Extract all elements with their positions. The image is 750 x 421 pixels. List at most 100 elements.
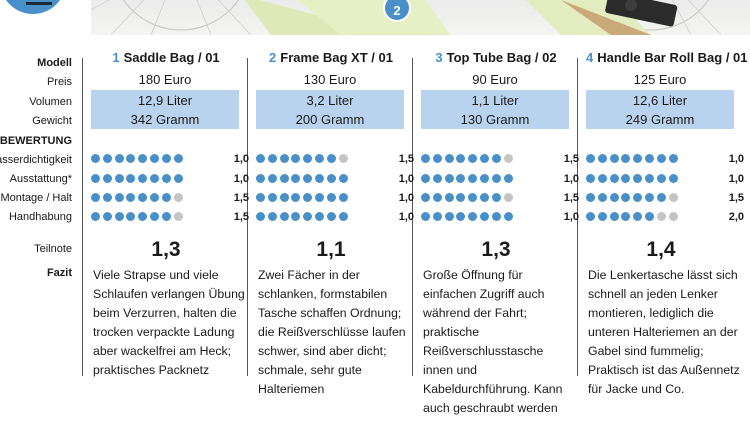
- rating-dot: [91, 154, 100, 163]
- label-montage: Montage / Halt: [0, 192, 72, 204]
- product-number: 3: [435, 50, 443, 65]
- rating-dot: [315, 174, 324, 183]
- rating-dot: [609, 154, 619, 163]
- rating-dot: [303, 193, 313, 202]
- rating-dot: [503, 154, 513, 163]
- rating-dot: [491, 174, 501, 183]
- rating-dot: [597, 193, 607, 202]
- rating-score: 1,0: [563, 211, 579, 223]
- rating-dot: [126, 212, 136, 221]
- rating-dot: [597, 174, 607, 183]
- product-title: Saddle Bag / 01: [123, 50, 220, 65]
- column-divider: [577, 58, 578, 376]
- rating-dot: [480, 193, 489, 202]
- rating-dot: [468, 212, 478, 221]
- rating-dot: [91, 174, 100, 183]
- rating-dot: [668, 193, 678, 202]
- rating-dot: [503, 212, 513, 221]
- rating-dot: [267, 212, 277, 221]
- rating-dot: [161, 154, 171, 163]
- column-divider: [412, 58, 413, 376]
- rating-dot: [267, 174, 277, 183]
- teilnote-value: 1,3: [481, 238, 511, 261]
- rating-dot: [597, 212, 607, 221]
- rating-dot: [114, 212, 124, 221]
- rating-dot: [586, 193, 595, 202]
- label-fazit: Fazit: [46, 267, 72, 279]
- rating-dot: [609, 193, 619, 202]
- price: 180 Euro: [138, 72, 192, 87]
- rating-dot: [161, 193, 171, 202]
- label-gewicht: Gewicht: [32, 115, 72, 127]
- rating-dot: [303, 212, 313, 221]
- rating-dot: [668, 212, 678, 221]
- rating-dot: [161, 212, 171, 221]
- rating-dot: [303, 154, 313, 163]
- rating-dot: [656, 212, 666, 221]
- rating-dot: [491, 193, 501, 202]
- rating-dot: [633, 193, 643, 202]
- label-bewertung: BEWERTUNG: [0, 135, 72, 147]
- rating-dot: [656, 174, 666, 183]
- rating-score: 1,0: [728, 153, 744, 165]
- rating-dot: [656, 193, 666, 202]
- product-photo: [91, 0, 750, 35]
- rating-dot: [444, 193, 454, 202]
- rating-score: 1,0: [398, 173, 414, 185]
- rating-dot: [150, 193, 159, 202]
- rating-dot: [279, 212, 289, 221]
- product-number: 4: [586, 50, 594, 65]
- rating-dot: [338, 154, 348, 163]
- rating-dot: [503, 193, 513, 202]
- rating-dot: [256, 174, 265, 183]
- rating-dot: [597, 154, 607, 163]
- rating-dot: [256, 154, 265, 163]
- fazit-text: Zwei Fächer in der schlanken, formstabil…: [258, 268, 406, 396]
- rating-dot: [291, 193, 301, 202]
- rating-dot: [138, 154, 148, 163]
- rating-dot: [150, 174, 159, 183]
- rating-dot: [456, 193, 466, 202]
- rating-score: 1,0: [398, 211, 414, 223]
- rating-dot: [444, 174, 454, 183]
- rating-dot: [161, 174, 171, 183]
- rating-dot: [668, 154, 678, 163]
- rating-dot: [303, 174, 313, 183]
- price: 90 Euro: [472, 72, 518, 87]
- rating-dot: [468, 193, 478, 202]
- photo-badge: 2: [383, 0, 411, 22]
- column-divider: [247, 58, 248, 376]
- rating-dot: [114, 193, 124, 202]
- rating-dot: [656, 154, 666, 163]
- rating-dot: [102, 212, 112, 221]
- fazit-text: Die Lenkertasche lässt sich schnell an j…: [588, 268, 740, 396]
- product-name: 3 Top Tube Bag / 02: [421, 50, 571, 65]
- price: 125 Euro: [633, 72, 687, 87]
- volume-weight-box: [91, 90, 239, 129]
- volume-weight-box: [256, 90, 404, 129]
- rating-dot: [173, 193, 183, 202]
- rating-dot: [291, 174, 301, 183]
- rating-dot: [102, 154, 112, 163]
- rating-dot: [421, 193, 430, 202]
- column-divider: [82, 58, 83, 376]
- teilnote-value: 1,3: [151, 238, 181, 261]
- rating-dot: [503, 174, 513, 183]
- fazit-text: Große Öffnung für einfachen Zugriff auch…: [423, 268, 563, 415]
- menu-button[interactable]: [0, 0, 66, 14]
- rating-dot: [291, 212, 301, 221]
- rating-dot: [126, 174, 136, 183]
- rating-dot: [491, 154, 501, 163]
- rating-dot: [315, 212, 324, 221]
- rating-dot: [126, 154, 136, 163]
- rating-dot: [645, 154, 654, 163]
- rating-score: 1,5: [563, 192, 579, 204]
- fazit-text: Viele Strapse und viele Schlaufen verlan…: [93, 268, 245, 377]
- rating-dot: [267, 154, 277, 163]
- product-title: Top Tube Bag / 02: [446, 50, 557, 65]
- rating-dot: [456, 154, 466, 163]
- rating-dot: [279, 193, 289, 202]
- rating-dot: [138, 174, 148, 183]
- volume: 1,1 Liter: [471, 93, 519, 108]
- rating-score: 1,5: [233, 192, 249, 204]
